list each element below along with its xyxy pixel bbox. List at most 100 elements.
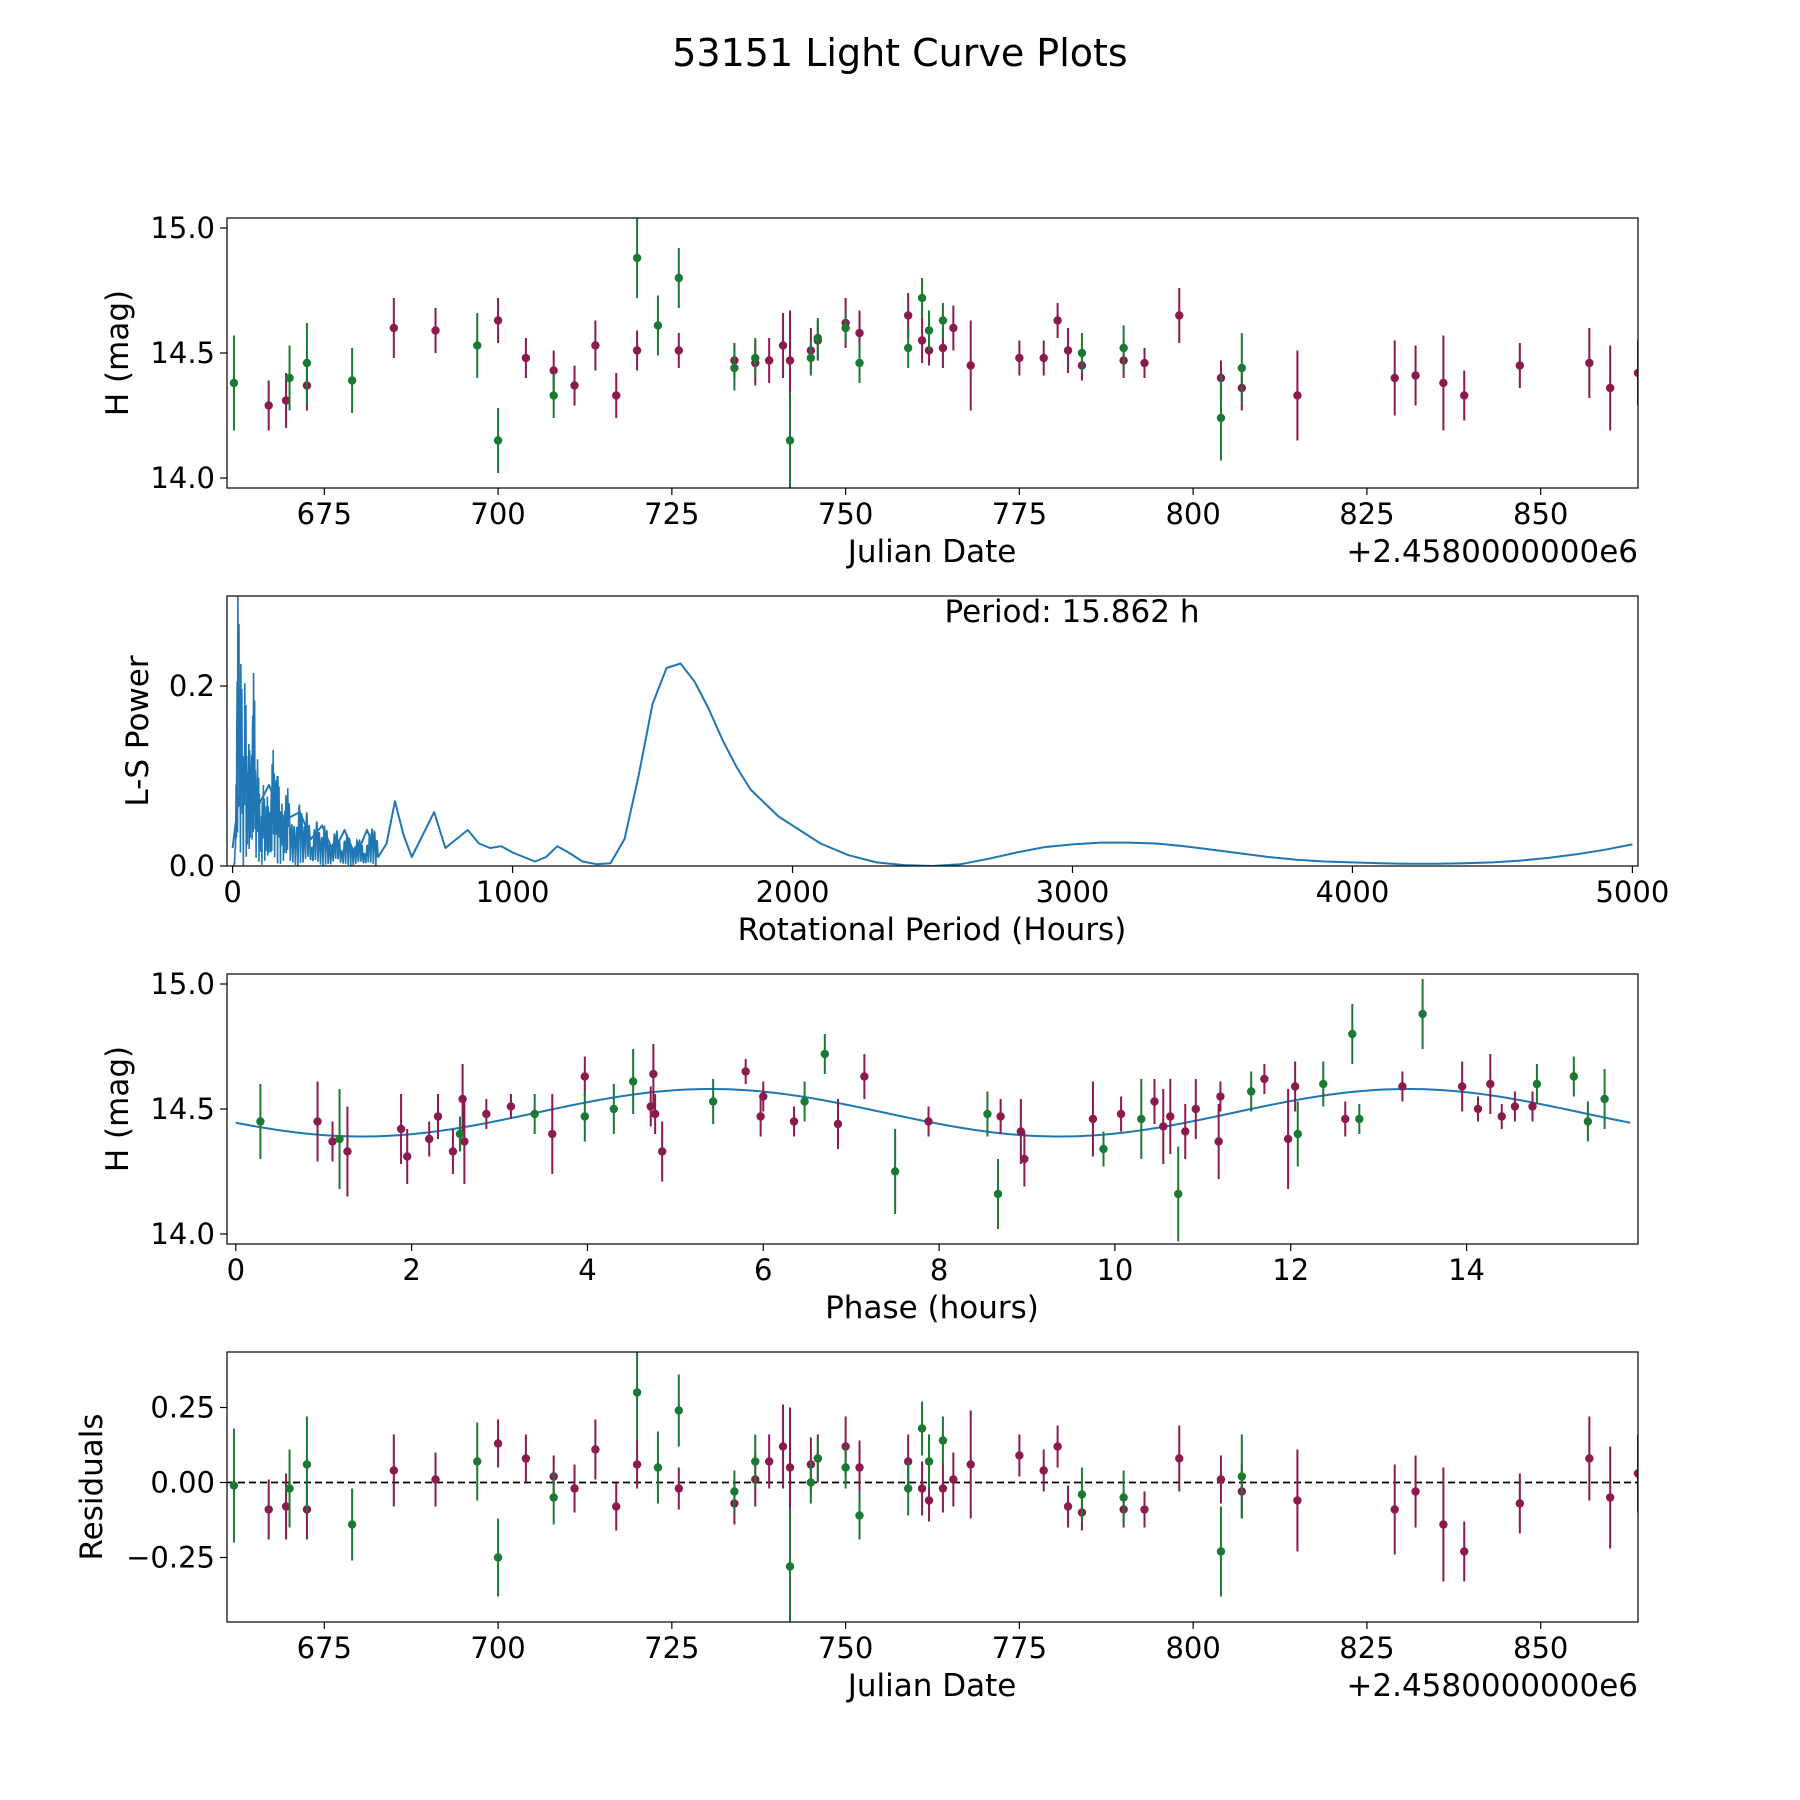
red-data-point [996,1112,1005,1121]
green-data-point [813,1454,823,1463]
residuals-ticks: 675 700 725 750 775 800 825 850 −0.25 0.00 0.25 [126,1391,1568,1666]
x-tick-label: 800 [1165,497,1220,531]
green-data-point [493,436,503,445]
red-data-point [1390,373,1399,383]
red-data-point [506,1102,516,1111]
red-data-point [903,311,913,320]
green-data-point [855,1511,864,1520]
green-data-point [1355,1114,1364,1124]
green-data-point [806,1478,816,1487]
y-tick-label: 14.5 [150,1092,215,1126]
green-data-point [924,1457,934,1466]
red-data-point [657,1147,667,1156]
red-data-point [343,1147,352,1156]
y-tick-label: 0.25 [150,1391,215,1425]
red-data-point [674,1484,683,1493]
green-data-point [800,1097,809,1106]
y-tick-label: 0.00 [150,1466,215,1500]
green-data-point [335,1134,344,1144]
phased-frame [226,973,1639,1245]
x-tick-label: 750 [818,497,873,531]
green-data-point [347,1520,357,1529]
red-data-point [1398,1082,1407,1091]
red-data-point [1039,353,1048,363]
red-data-point [789,1117,799,1126]
red-data-point [1605,383,1615,393]
red-data-point [674,346,683,355]
green-data-point [493,1553,503,1562]
red-data-point [570,381,579,390]
red-data-point [458,1094,467,1104]
green-data-point [455,1129,465,1139]
red-data-point [833,1119,843,1129]
periodogram-power-curve [231,662,1633,866]
red-data-point [924,1496,934,1505]
x-tick-label: 725 [644,497,699,531]
red-data-point [1390,1505,1399,1514]
red-data-point [1116,1109,1126,1119]
x-tick-label: 0 [223,875,241,909]
residuals-marks [227,1352,1638,1622]
phased-ylabel: H (mag) [100,1046,136,1172]
red-data-point [1216,1475,1226,1484]
green-data-point [674,1406,683,1415]
red-data-point [966,361,975,370]
red-data-point [264,401,273,410]
red-data-point [1016,1127,1026,1136]
red-data-point [1460,391,1469,400]
red-data-point [1214,1137,1223,1146]
red-data-point [493,316,503,325]
residuals-xlabel: Julian Date [846,1668,1017,1704]
red-data-point [1015,353,1024,363]
green-data-point [1077,1490,1087,1499]
red-data-point [549,366,558,375]
red-data-point [1181,1127,1190,1136]
red-data-point [1460,1547,1469,1556]
green-data-point [1348,1029,1357,1039]
green-data-point [285,373,294,383]
red-data-point [1633,368,1638,378]
red-data-point [778,1442,788,1451]
red-data-point [433,1112,443,1121]
phased-xlabel: Phase (hours) [825,1290,1039,1326]
green-data-point [1569,1072,1579,1081]
periodogram-ylabel: L-S Power [120,655,156,806]
green-data-point [983,1109,992,1119]
green-data-point [751,1457,760,1466]
red-data-point [949,1475,958,1484]
red-data-point [570,1484,579,1493]
x-tick-label: 675 [297,1631,352,1665]
y-tick-label: 0.0 [169,849,215,883]
periodogram-panel: 0 1000 2000 3000 4000 5000 0.0 0.2 Period: 15.8… [120,594,1669,948]
y-tick-label: −0.25 [126,1541,215,1575]
red-data-point [1605,1493,1615,1502]
green-data-point [841,1463,850,1472]
red-data-point [521,1454,531,1463]
green-data-point [1532,1079,1542,1089]
x-tick-label: 5000 [1595,875,1669,909]
red-data-point [1411,371,1420,380]
x-tick-label: 850 [1513,1631,1568,1665]
red-data-point [785,1463,795,1472]
x-tick-label: 0 [227,1253,245,1287]
y-tick-label: 14.0 [150,1217,215,1251]
red-data-point [521,353,531,363]
lightcurve-plot-area [229,218,1638,488]
period-annotation: Period: 15.862 h [945,594,1200,630]
red-data-point [1159,1122,1168,1131]
red-data-point [1411,1487,1420,1496]
red-data-point [949,323,958,333]
green-data-point [938,1436,948,1445]
red-data-point [313,1117,322,1126]
green-data-point [806,353,816,363]
x-tick-label: 825 [1339,497,1394,531]
red-data-point [431,326,440,335]
green-data-point [1319,1079,1328,1089]
x-tick-label: 10 [1096,1253,1133,1287]
green-data-point [229,1481,239,1490]
red-data-point [1216,1092,1225,1101]
green-data-point [1174,1189,1183,1199]
red-data-point [917,1484,927,1493]
red-data-point [612,391,621,400]
green-data-point [609,1104,619,1114]
